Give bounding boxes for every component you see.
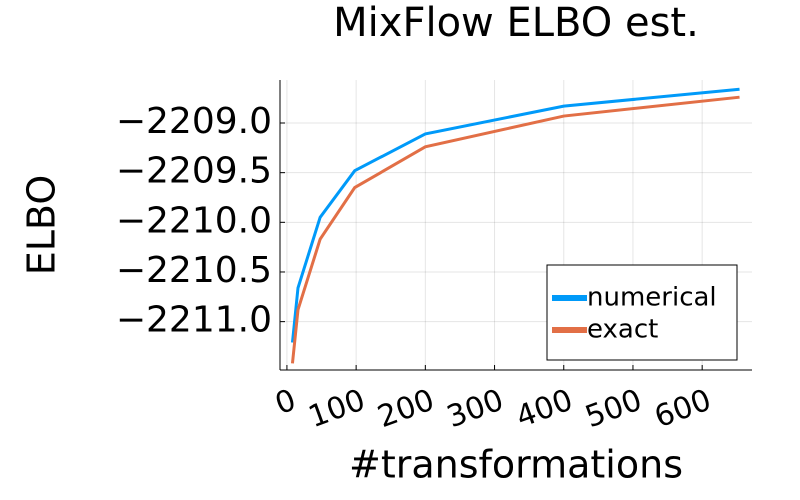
y-tick-label: −2210.5: [116, 250, 272, 291]
legend-label: exact: [587, 315, 658, 345]
x-tick-label: 300: [442, 383, 508, 435]
data-line: [290, 87, 740, 343]
y-tick-label: −2209.5: [116, 151, 272, 192]
y-axis-label: ELBO: [20, 175, 64, 276]
x-tick-label: 200: [373, 383, 439, 435]
y-tick-label: −2209.0: [116, 101, 272, 142]
legend-label: numerical: [587, 283, 717, 313]
legend-box: [546, 264, 738, 361]
chart-title: MixFlow ELBO est.: [333, 0, 699, 46]
x-tick-label: 600: [650, 383, 716, 435]
x-axis-label: #transformations: [349, 443, 683, 487]
x-tick-label: 0: [271, 383, 301, 422]
x-tick-label: 500: [581, 383, 647, 435]
x-tick-label: 100: [304, 383, 370, 435]
y-tick-label: −2210.0: [116, 200, 272, 241]
data-line: [290, 95, 740, 364]
y-tick-label: −2211.0: [116, 300, 272, 341]
x-tick-label: 400: [512, 383, 578, 435]
